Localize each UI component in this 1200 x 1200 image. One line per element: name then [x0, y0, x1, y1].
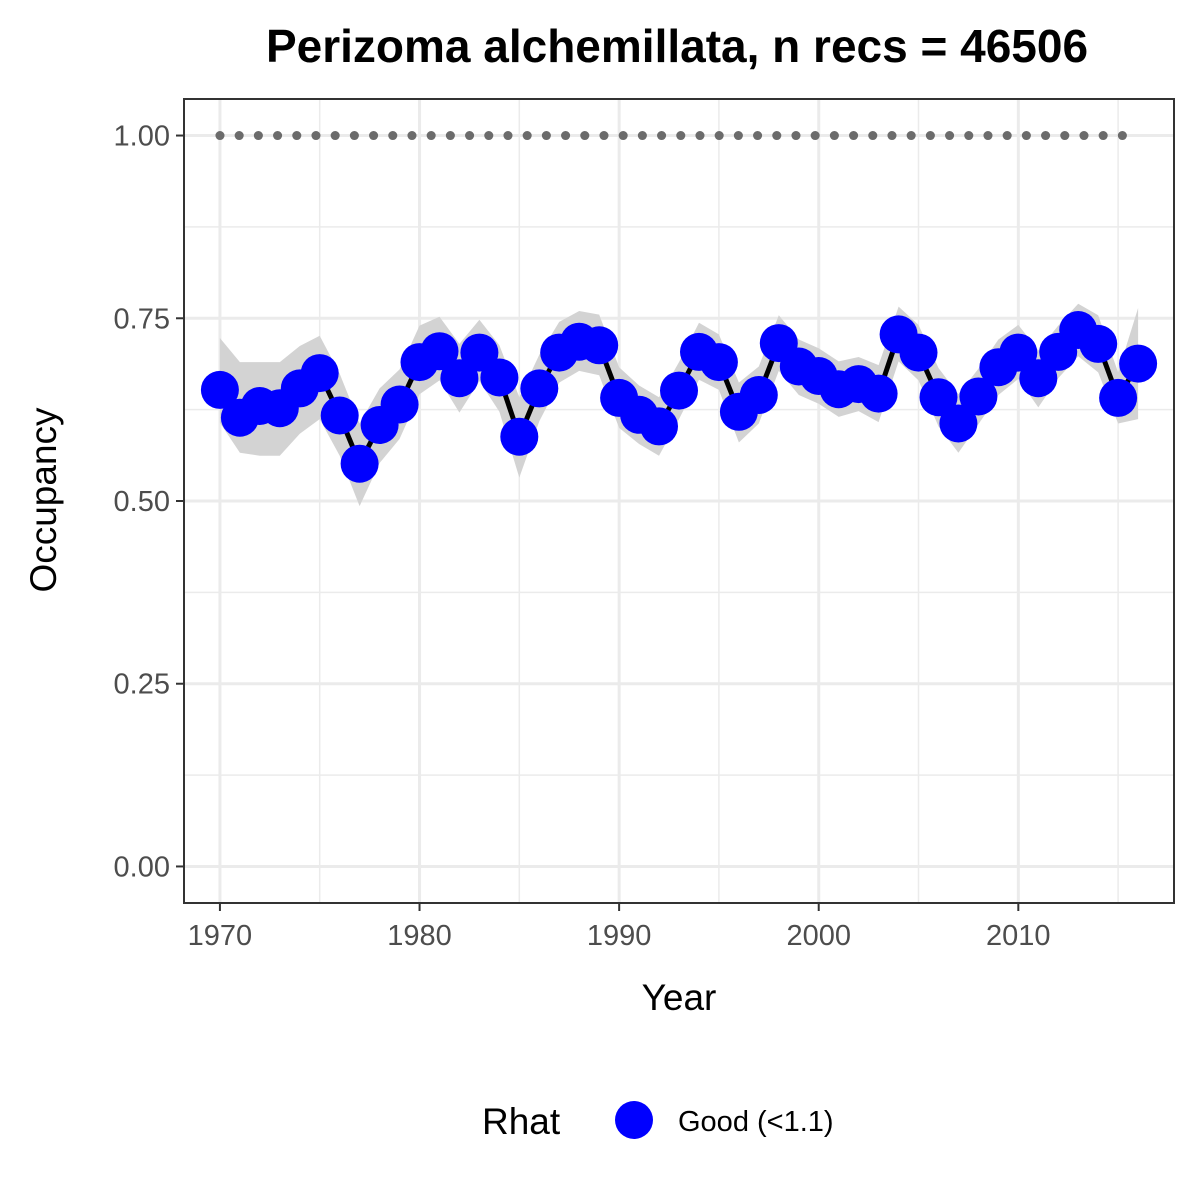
data-point-2006 [919, 378, 958, 417]
data-point-1993 [660, 371, 698, 410]
x-tick-label: 1970 [188, 920, 253, 952]
y-tick-label: 0.75 [114, 303, 170, 335]
data-point-1977 [340, 444, 379, 483]
legend-label-good: Good (<1.1) [678, 1106, 834, 1138]
data-point-2005 [899, 333, 938, 372]
data-point-1984 [480, 358, 519, 397]
data-point-2016 [1119, 344, 1158, 383]
x-tick-label: 1990 [587, 920, 652, 952]
data-point-1982 [440, 359, 479, 398]
legend-key-good [615, 1101, 653, 1139]
data-point-2015 [1099, 378, 1138, 417]
y-axis: 0.00 0.25 0.50 0.75 1.00 [114, 121, 184, 883]
data-point-2011 [1019, 359, 1058, 398]
data-point-2010 [999, 333, 1038, 372]
x-tick-label: 2000 [786, 920, 851, 952]
legend-title: Rhat [482, 1101, 561, 1142]
data-point-1989 [580, 326, 619, 365]
x-axis-title: Year [642, 977, 717, 1018]
data-point-1992 [640, 407, 678, 446]
data-point-2003 [859, 374, 898, 413]
data-points [200, 311, 1158, 483]
grid [184, 99, 1174, 903]
x-tick-label: 2010 [986, 920, 1051, 952]
data-point-1979 [380, 385, 419, 424]
chart-title: Perizoma alchemillata, n recs = 46506 [266, 20, 1088, 72]
legend: Rhat Good (<1.1) [482, 1101, 834, 1142]
data-point-2014 [1079, 324, 1118, 363]
data-point-1995 [699, 343, 738, 382]
data-point-2007 [939, 404, 978, 443]
y-tick-label: 0.50 [114, 486, 170, 518]
data-point-1975 [300, 354, 339, 393]
data-point-1981 [420, 332, 459, 371]
data-point-1976 [320, 396, 359, 435]
x-tick-label: 1980 [387, 920, 452, 952]
data-point-2008 [959, 377, 998, 416]
y-tick-label: 0.00 [114, 851, 170, 883]
y-tick-label: 0.25 [114, 669, 170, 701]
data-point-1986 [520, 369, 559, 408]
data-point-1985 [500, 417, 539, 456]
y-axis-title: Occupancy [23, 407, 64, 593]
data-point-1970 [200, 370, 239, 409]
y-tick-label: 1.00 [114, 121, 170, 153]
x-axis: 1970 1980 1990 2000 2010 [188, 903, 1051, 952]
data-point-1997 [739, 376, 778, 414]
